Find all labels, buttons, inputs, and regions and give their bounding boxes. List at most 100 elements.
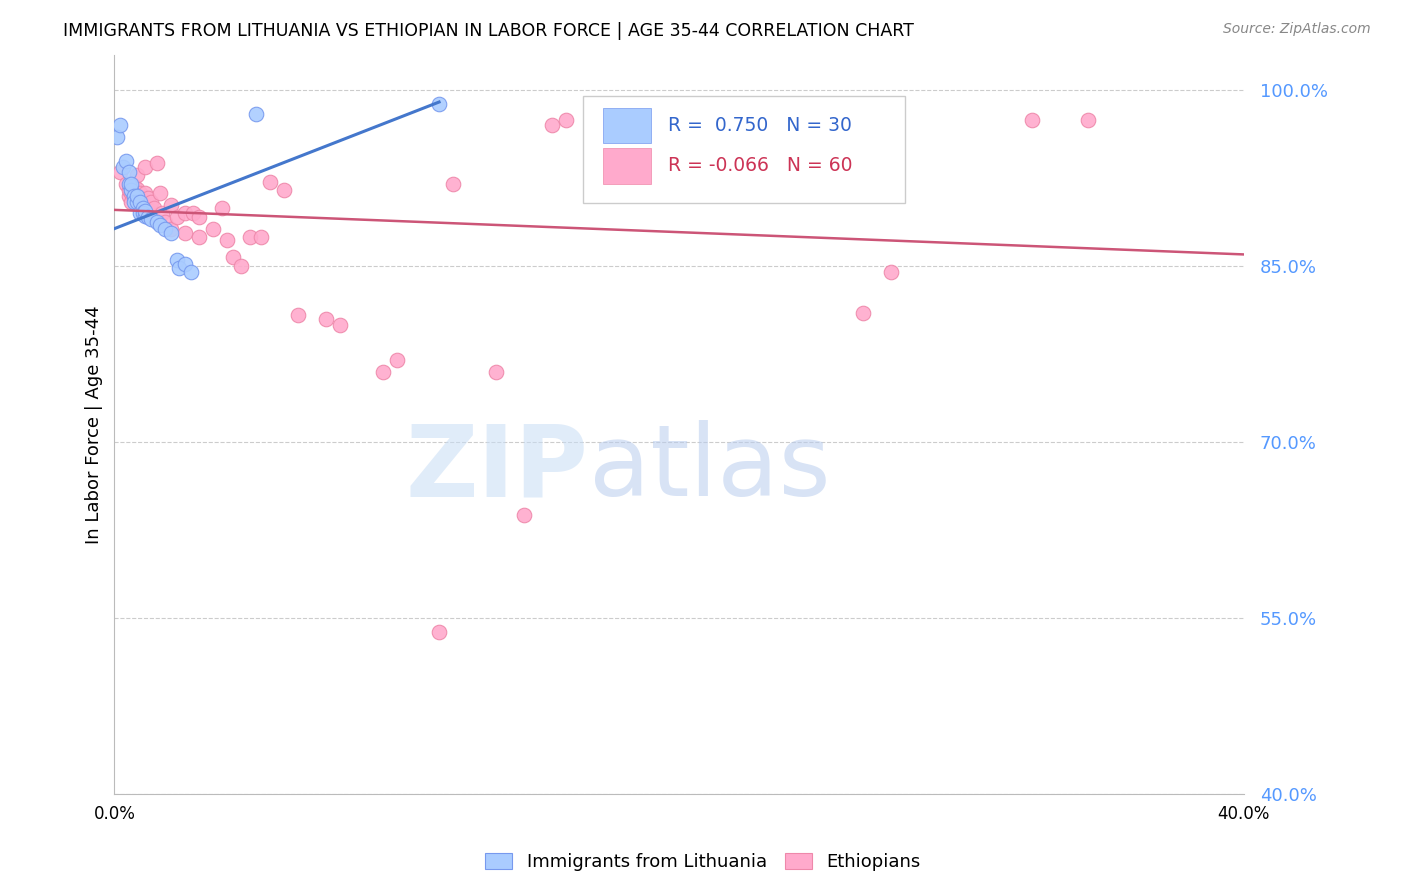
- Point: [136, 210, 159, 224]
- Point: [111, 160, 134, 174]
- Point: [149, 218, 172, 232]
- Point: [122, 194, 145, 209]
- Point: [131, 194, 153, 209]
- Point: [287, 309, 309, 323]
- Point: [131, 206, 153, 220]
- Point: [217, 233, 239, 247]
- Point: [134, 186, 156, 201]
- Point: [142, 201, 165, 215]
- Bar: [583, 95, 905, 202]
- Point: [1021, 112, 1043, 127]
- Point: [169, 261, 191, 276]
- Point: [155, 214, 177, 228]
- Point: [427, 97, 450, 112]
- Point: [149, 186, 172, 201]
- Point: [441, 177, 464, 191]
- Point: [188, 210, 211, 224]
- Point: [329, 318, 352, 332]
- Point: [174, 257, 197, 271]
- Point: [385, 353, 408, 368]
- Point: [166, 210, 188, 224]
- Point: [128, 194, 150, 209]
- Point: [131, 206, 153, 220]
- Point: [122, 179, 145, 194]
- Point: [160, 221, 183, 235]
- Point: [852, 306, 875, 320]
- Point: [117, 177, 139, 191]
- Point: [120, 183, 142, 197]
- Point: [427, 624, 450, 639]
- Y-axis label: In Labor Force | Age 35-44: In Labor Force | Age 35-44: [86, 305, 103, 544]
- Point: [202, 221, 225, 235]
- Point: [117, 189, 139, 203]
- Text: IMMIGRANTS FROM LITHUANIA VS ETHIOPIAN IN LABOR FORCE | AGE 35-44 CORRELATION CH: IMMIGRANTS FROM LITHUANIA VS ETHIOPIAN I…: [63, 22, 914, 40]
- Point: [139, 194, 162, 209]
- Point: [114, 177, 136, 191]
- Point: [134, 160, 156, 174]
- Point: [724, 112, 747, 127]
- Point: [1077, 112, 1099, 127]
- Point: [273, 183, 295, 197]
- Bar: [603, 108, 651, 143]
- Point: [128, 191, 150, 205]
- Point: [231, 259, 253, 273]
- Point: [125, 194, 148, 209]
- Point: [245, 107, 267, 121]
- Point: [152, 206, 174, 220]
- Point: [513, 508, 536, 522]
- Point: [122, 191, 145, 205]
- Point: [136, 191, 159, 205]
- Point: [250, 230, 273, 244]
- Point: [222, 250, 245, 264]
- Point: [117, 165, 139, 179]
- Point: [160, 198, 183, 212]
- Point: [145, 156, 167, 170]
- Text: R = -0.066   N = 60: R = -0.066 N = 60: [668, 156, 852, 176]
- Point: [125, 182, 148, 196]
- Point: [125, 189, 148, 203]
- Point: [880, 265, 903, 279]
- Point: [120, 194, 142, 209]
- Point: [145, 214, 167, 228]
- Point: [108, 165, 131, 179]
- Point: [166, 253, 188, 268]
- Point: [668, 124, 690, 138]
- Point: [160, 227, 183, 241]
- Point: [136, 202, 159, 217]
- Point: [131, 201, 153, 215]
- Point: [134, 204, 156, 219]
- Point: [105, 130, 128, 145]
- Point: [139, 210, 162, 224]
- Point: [120, 186, 142, 201]
- Text: ZIP: ZIP: [406, 420, 589, 517]
- Point: [122, 189, 145, 203]
- Point: [139, 212, 162, 227]
- Point: [114, 153, 136, 168]
- Point: [183, 206, 205, 220]
- Point: [174, 206, 197, 220]
- Point: [239, 230, 262, 244]
- Point: [120, 177, 142, 191]
- Point: [117, 183, 139, 197]
- Legend: Immigrants from Lithuania, Ethiopians: Immigrants from Lithuania, Ethiopians: [478, 846, 928, 879]
- Point: [484, 365, 506, 379]
- Point: [211, 201, 233, 215]
- Point: [128, 186, 150, 201]
- Text: R =  0.750   N = 30: R = 0.750 N = 30: [668, 116, 852, 135]
- Bar: [603, 148, 651, 184]
- Point: [128, 206, 150, 220]
- Point: [155, 221, 177, 235]
- Point: [188, 230, 211, 244]
- Point: [259, 175, 281, 189]
- Point: [174, 227, 197, 241]
- Point: [555, 112, 578, 127]
- Point: [315, 312, 337, 326]
- Point: [541, 119, 564, 133]
- Point: [134, 209, 156, 223]
- Point: [125, 168, 148, 182]
- Point: [371, 365, 394, 379]
- Text: Source: ZipAtlas.com: Source: ZipAtlas.com: [1223, 22, 1371, 37]
- Text: atlas: atlas: [589, 420, 831, 517]
- Point: [108, 119, 131, 133]
- Point: [180, 265, 202, 279]
